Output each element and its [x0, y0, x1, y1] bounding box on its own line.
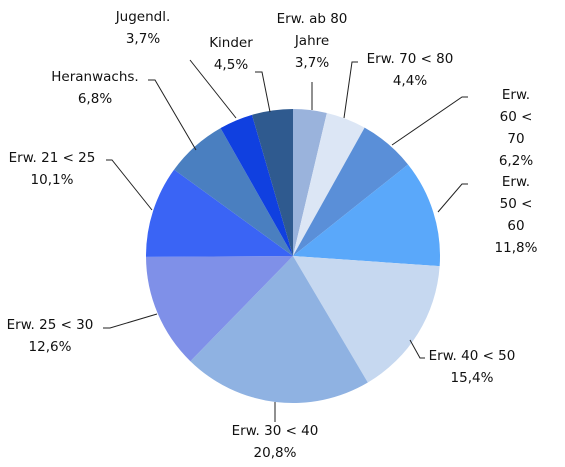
value-label: 15,4%: [450, 370, 494, 386]
slice-label: Kinder 4,5%: [209, 32, 253, 76]
category-label: Erw. 30 < 40: [231, 423, 319, 439]
leader-line: [103, 313, 158, 329]
value-label: 11,8%: [494, 240, 538, 256]
value-label: 6,8%: [77, 91, 113, 107]
pie-slice: [174, 128, 293, 256]
pie-slice: [293, 164, 440, 267]
category-label: Erw. 25 < 30: [6, 317, 94, 333]
value-label: 12,6%: [28, 339, 72, 355]
pie-slice: [146, 256, 293, 362]
value-label: 3,7%: [125, 31, 161, 47]
value-label: 10,1%: [30, 172, 74, 188]
leader-line: [189, 59, 237, 119]
slice-label: Erw. 25 < 30 12,6%: [7, 314, 94, 358]
leader-line: [437, 183, 468, 213]
value-label: 4,5%: [213, 57, 249, 73]
category-label: Erw. 21 < 25: [8, 150, 96, 166]
pie-slice: [293, 109, 327, 256]
slice-label: Erw. 21 < 25 10,1%: [9, 147, 96, 191]
pie-slice: [220, 114, 293, 257]
category-label: Erw. 40 < 50: [428, 348, 516, 364]
pie-slice: [293, 127, 409, 256]
pie-slice: [293, 256, 440, 383]
pie-slice: [190, 256, 368, 403]
slice-label: Erw. 40 < 50 15,4%: [429, 345, 516, 389]
slice-label: Heranwachs. 6,8%: [51, 66, 138, 110]
leader-line: [409, 339, 425, 359]
leader-line: [391, 96, 468, 146]
category-label: Heranwachs.: [51, 69, 139, 85]
pie-slice: [251, 109, 293, 256]
leader-line: [343, 61, 358, 119]
pie-slice: [293, 112, 365, 256]
slice-label: Erw. 30 < 40 20,8%: [232, 420, 319, 464]
value-label: 20,8%: [253, 445, 297, 461]
category-label: Erw. ab 80 Jahre: [276, 11, 348, 49]
slice-label: Erw. 50 < 60 11,8%: [492, 171, 541, 259]
category-label: Erw. 70 < 80: [366, 51, 454, 67]
category-label: Erw. 50 < 60: [499, 174, 533, 234]
category-label: Erw. 60 < 70: [499, 87, 533, 147]
value-label: 4,4%: [392, 73, 428, 89]
category-label: Jugendl.: [115, 9, 171, 25]
slice-label: Erw. 60 < 70 6,2%: [492, 84, 541, 172]
slice-label: Erw. 70 < 80 4,4%: [367, 48, 454, 92]
slice-label: Jugendl. 3,7%: [116, 6, 171, 50]
leader-line: [255, 71, 271, 113]
category-label: Kinder: [209, 35, 253, 51]
pie-slice: [146, 169, 293, 257]
value-label: 3,7%: [294, 55, 330, 71]
value-label: 6,2%: [498, 153, 534, 169]
leader-line: [106, 159, 153, 211]
leader-line: [148, 79, 197, 151]
slice-label: Erw. ab 80 Jahre 3,7%: [265, 8, 360, 74]
